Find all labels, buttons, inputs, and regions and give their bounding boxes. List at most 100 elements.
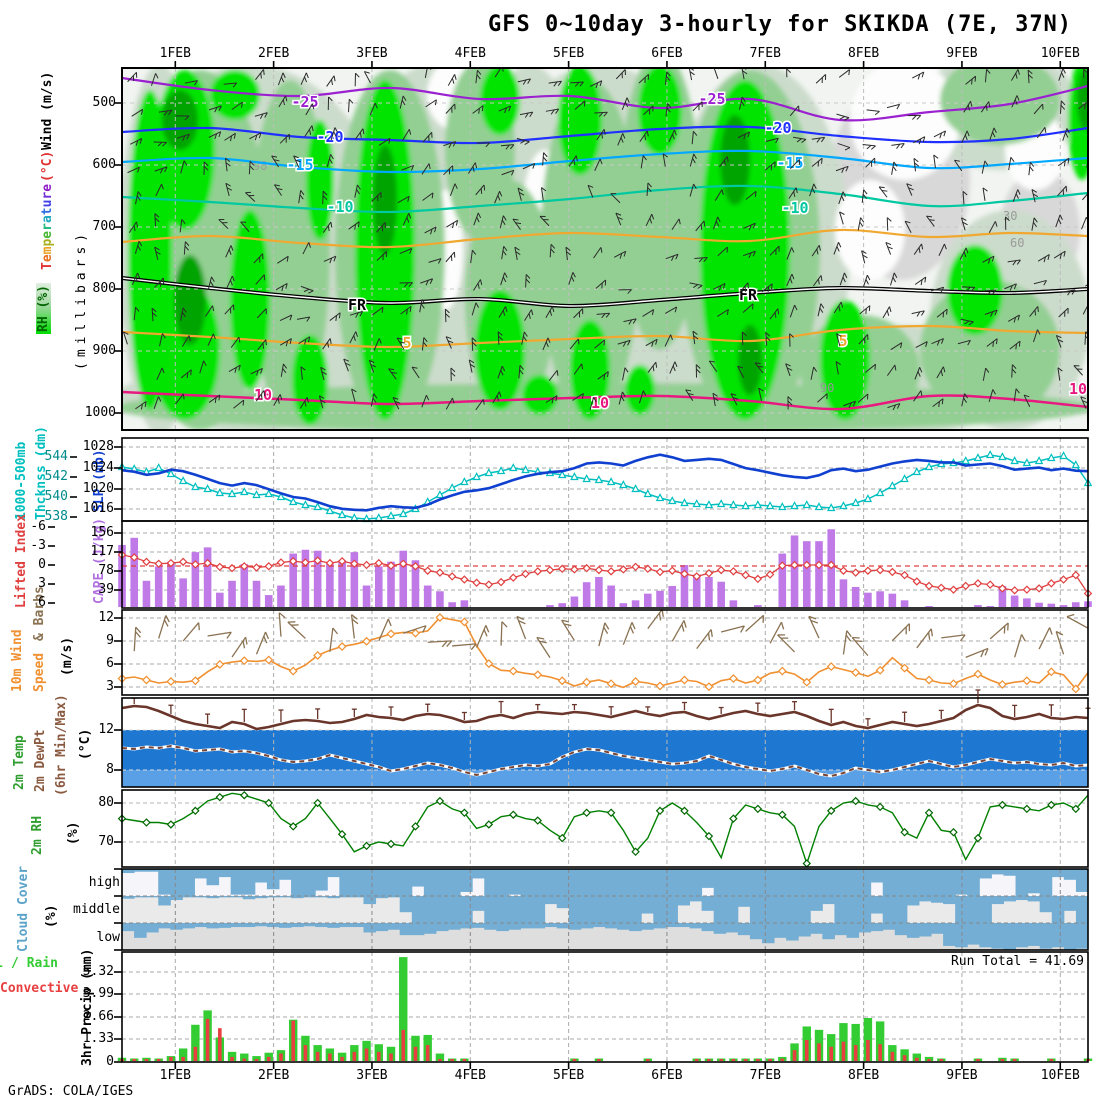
pressure-tick: 1000 [84, 405, 116, 420]
pressure-tick: 900 [92, 343, 116, 358]
cloud-row-low: low [96, 930, 120, 945]
upper-wind-barbs [122, 68, 1088, 411]
svg-text:FR: FR [739, 286, 758, 304]
date-label-top: 1FEB [159, 46, 191, 61]
cape-tick: 39 [98, 582, 114, 597]
svg-text:90: 90 [820, 381, 834, 395]
thickness-tick: 542 [44, 469, 68, 484]
wind-tick: 6 [106, 656, 114, 671]
temp-tick: 8 [106, 762, 114, 777]
li-tick: -3 [30, 538, 46, 553]
panel-precip [114, 951, 1093, 1069]
surface-wind-barbs [133, 609, 1089, 659]
rh-tick: 80 [98, 795, 114, 810]
cloud-cover-label: Cloud Cover [16, 865, 31, 952]
wind-tick: 9 [106, 633, 114, 648]
date-label-bottom: 2FEB [257, 1068, 290, 1083]
pressure-tick: 600 [92, 157, 116, 172]
date-label-top: 6FEB [651, 46, 683, 61]
run-total: Run Total = 41.69 [950, 954, 1084, 969]
svg-text:5: 5 [402, 334, 411, 352]
pressure-tick: 800 [92, 281, 116, 296]
svg-text:10: 10 [254, 386, 272, 404]
precip-total-label: Total / Rain [0, 956, 58, 971]
temp-tick: 12 [98, 722, 114, 737]
svg-text:-20: -20 [764, 119, 791, 137]
svg-text:30: 30 [1003, 209, 1017, 223]
upper-wind-label: Wind (m/s) [40, 71, 55, 150]
precip-tick: 3.99 [82, 986, 114, 1001]
date-label-top: 4FEB [454, 46, 486, 61]
date-label-bottom: 5FEB [552, 1068, 585, 1083]
slp-tick: 1028 [82, 439, 114, 454]
date-label-top: 7FEB [749, 46, 781, 61]
slp-tick: 1024 [82, 460, 114, 475]
date-label-top: 5FEB [552, 46, 585, 61]
panel-slp [70, 437, 1093, 523]
svg-text:-15: -15 [776, 154, 803, 172]
slp-tick: 1020 [82, 481, 114, 496]
date-label-bottom: 10FEB [1040, 1068, 1080, 1083]
svg-text:60: 60 [1010, 236, 1024, 250]
panel-cape [48, 520, 1093, 609]
date-label-bottom: 7FEB [749, 1068, 781, 1083]
wind-tick: 3 [106, 679, 114, 694]
thickness-tick: 544 [44, 449, 68, 464]
date-label-bottom: 6FEB [651, 1068, 683, 1083]
wind10m-label-2: Speed [32, 652, 47, 692]
svg-text:-25: -25 [291, 93, 318, 111]
upper-degc-label: (°C) [40, 150, 55, 182]
svg-text:10: 10 [1069, 380, 1087, 398]
date-label-top: 2FEB [257, 46, 290, 61]
panel-cloud [114, 868, 1089, 951]
cape-tick: 117 [90, 544, 114, 559]
svg-text:-15: -15 [286, 156, 313, 174]
upper-rh-label: RH (%) [36, 283, 51, 334]
date-label-bottom: 8FEB [847, 1068, 880, 1083]
thickness-tick: 538 [44, 509, 68, 524]
rh2m-label: 2m RH [30, 815, 45, 855]
cloud-row-middle: middle [73, 902, 120, 917]
precip-tick: 0 [106, 1054, 114, 1069]
date-label-top: 3FEB [356, 46, 388, 61]
precip-tick: 2.66 [82, 1009, 114, 1024]
svg-text:10: 10 [591, 394, 609, 412]
svg-text:-10: -10 [781, 199, 808, 217]
minmax-label: (6hr Min/Max) [54, 694, 69, 796]
svg-text:5: 5 [838, 332, 847, 350]
cape-tick: 156 [90, 525, 114, 540]
upper-temperature-label: Temperature [40, 183, 55, 270]
cape-tick: 78 [98, 563, 114, 578]
panel-rh2m [114, 789, 1089, 868]
dewpt-label: 2m DewPt [33, 729, 48, 792]
svg-text:FR: FR [348, 296, 367, 314]
precip-conv-label: Convective [0, 981, 79, 996]
li-tick: -6 [30, 519, 46, 534]
rh-tick: 70 [98, 834, 114, 849]
page-title: GFS 0~10day 3-hourly for SKIKDA (7E, 37N… [488, 12, 1073, 37]
slp-tick: 1016 [82, 501, 114, 516]
rh-shading [122, 68, 1088, 430]
li-tick: 3 [38, 576, 46, 591]
date-label-bottom: 1FEB [159, 1068, 191, 1083]
wind-tick: 12 [98, 610, 114, 625]
grads-footer: GrADS: COLA/IGES [8, 1084, 134, 1099]
date-label-bottom: 9FEB [946, 1068, 978, 1083]
thickness-tick: 540 [44, 489, 68, 504]
date-label-top: 10FEB [1040, 46, 1080, 61]
date-label-bottom: 4FEB [454, 1068, 486, 1083]
svg-text:-10: -10 [326, 198, 353, 216]
precip-tick: 1.33 [82, 1031, 114, 1046]
precip-tick: 5.32 [82, 964, 114, 979]
date-label-top: 8FEB [847, 46, 880, 61]
panel-wind10m [114, 609, 1089, 696]
svg-text:-20: -20 [316, 128, 343, 146]
pressure-tick: 500 [92, 95, 116, 110]
date-label-bottom: 3FEB [356, 1068, 388, 1083]
cloud-units-label: (%) [44, 904, 59, 928]
temp2m-label: 2m Temp [12, 735, 27, 790]
pressure-tick: 700 [92, 219, 116, 234]
